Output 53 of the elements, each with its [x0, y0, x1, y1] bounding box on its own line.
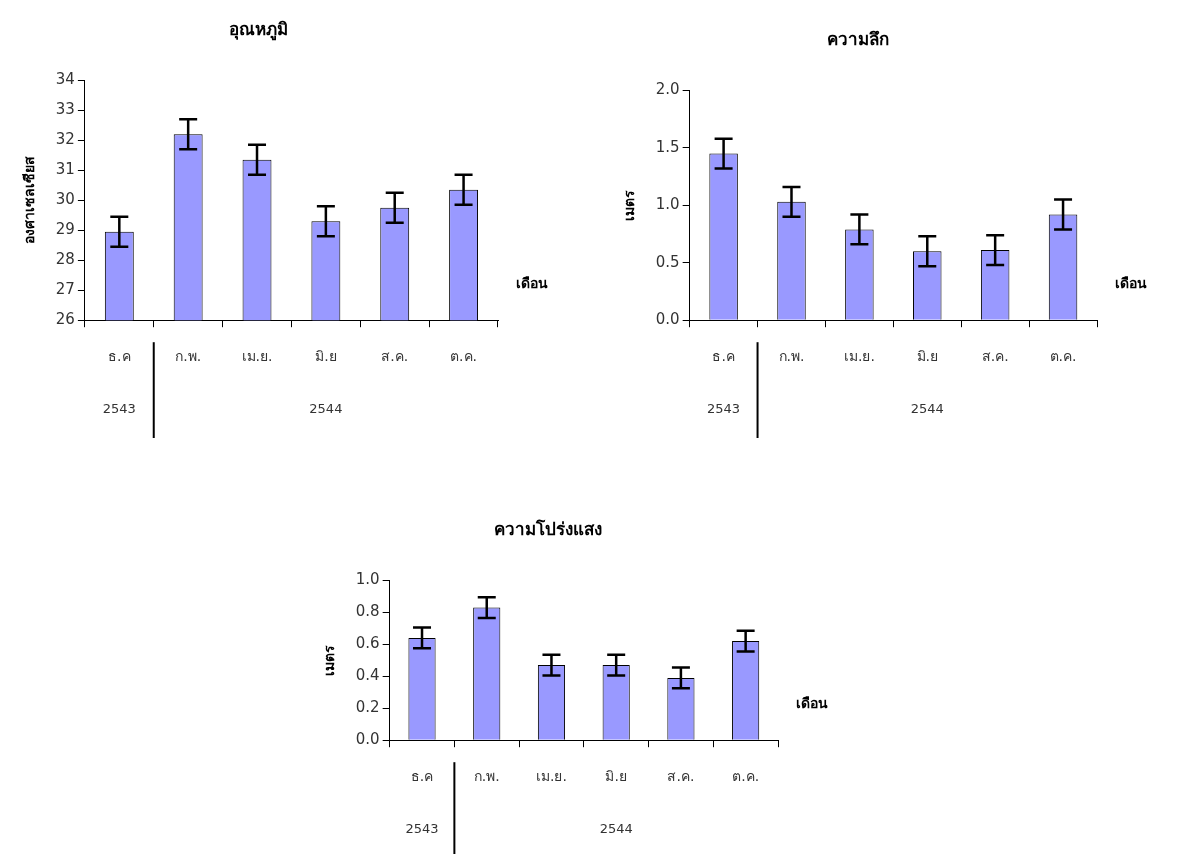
y-tick-label: 0.8: [355, 602, 380, 621]
chart-title: ความลึก: [826, 28, 889, 49]
y-tick-label: 29: [55, 220, 75, 239]
chart-title: ความโปร่งแสง: [494, 518, 602, 539]
x-tick-label: มิ.ย: [605, 768, 627, 785]
x-tick-label: ก.พ.: [473, 768, 500, 785]
y-tick-label: 0.4: [355, 666, 380, 685]
x-tick-label: ธ.ค: [712, 348, 735, 365]
x-tick-label: เม.ย.: [241, 348, 273, 365]
x-tick-label: ก.พ.: [175, 348, 202, 365]
x-tick-label: ส.ค.: [667, 768, 695, 785]
y-tick-label: 26: [55, 310, 75, 329]
y-tick-label: 33: [55, 100, 75, 119]
y-tick-label: 0.6: [355, 634, 380, 653]
y-axis-title: เมตร: [621, 189, 638, 221]
y-axis-title: เมตร: [321, 644, 338, 676]
y-tick-label: 2.0: [655, 80, 680, 99]
y-tick-label: 31: [55, 160, 75, 179]
text: 2543: [102, 401, 136, 417]
y-axis-title: องศาเซลเซียส: [21, 156, 38, 245]
x-tick-label: มิ.ย: [315, 348, 337, 365]
y-tick-label: 0.5: [655, 252, 680, 271]
x-tick-label: เม.ย.: [843, 348, 875, 365]
x-tick-label: ต.ค.: [1049, 348, 1077, 365]
x-axis-title: เดือน: [516, 274, 548, 291]
y-tick-label: 0.2: [355, 698, 380, 717]
x-tick-label: ส.ค.: [981, 348, 1009, 365]
text: 2544: [309, 401, 343, 417]
x-tick-label: มิ.ย: [916, 348, 938, 365]
chart-title: อุณหภูมิ: [228, 18, 288, 41]
x-tick-label: ธ.ค: [108, 348, 131, 365]
y-tick-label: 1.0: [355, 570, 380, 589]
x-tick-label: ต.ค.: [732, 768, 760, 785]
y-tick-label: 32: [55, 130, 75, 149]
text: 2543: [707, 401, 741, 417]
y-tick-label: 1.5: [655, 137, 680, 156]
x-tick-label: ธ.ค: [410, 768, 434, 785]
text: 2544: [910, 401, 944, 417]
x-axis-title: เดือน: [1115, 274, 1147, 291]
text: 2543: [405, 821, 439, 837]
y-tick-label: 30: [55, 190, 75, 209]
x-tick-label: ก.พ.: [778, 348, 805, 365]
y-tick-label: 28: [55, 250, 75, 269]
y-tick-label: 1.0: [655, 195, 680, 214]
text: 2544: [599, 821, 633, 837]
x-axis-title: เดือน: [796, 694, 828, 711]
y-tick-label: 34: [55, 70, 75, 89]
x-tick-label: ต.ค.: [450, 348, 478, 365]
y-tick-label: 0.0: [355, 730, 380, 749]
x-tick-label: ส.ค.: [381, 348, 409, 365]
y-tick-label: 0.0: [655, 310, 680, 329]
x-tick-label: เม.ย.: [536, 768, 567, 785]
y-tick-label: 27: [55, 280, 75, 299]
